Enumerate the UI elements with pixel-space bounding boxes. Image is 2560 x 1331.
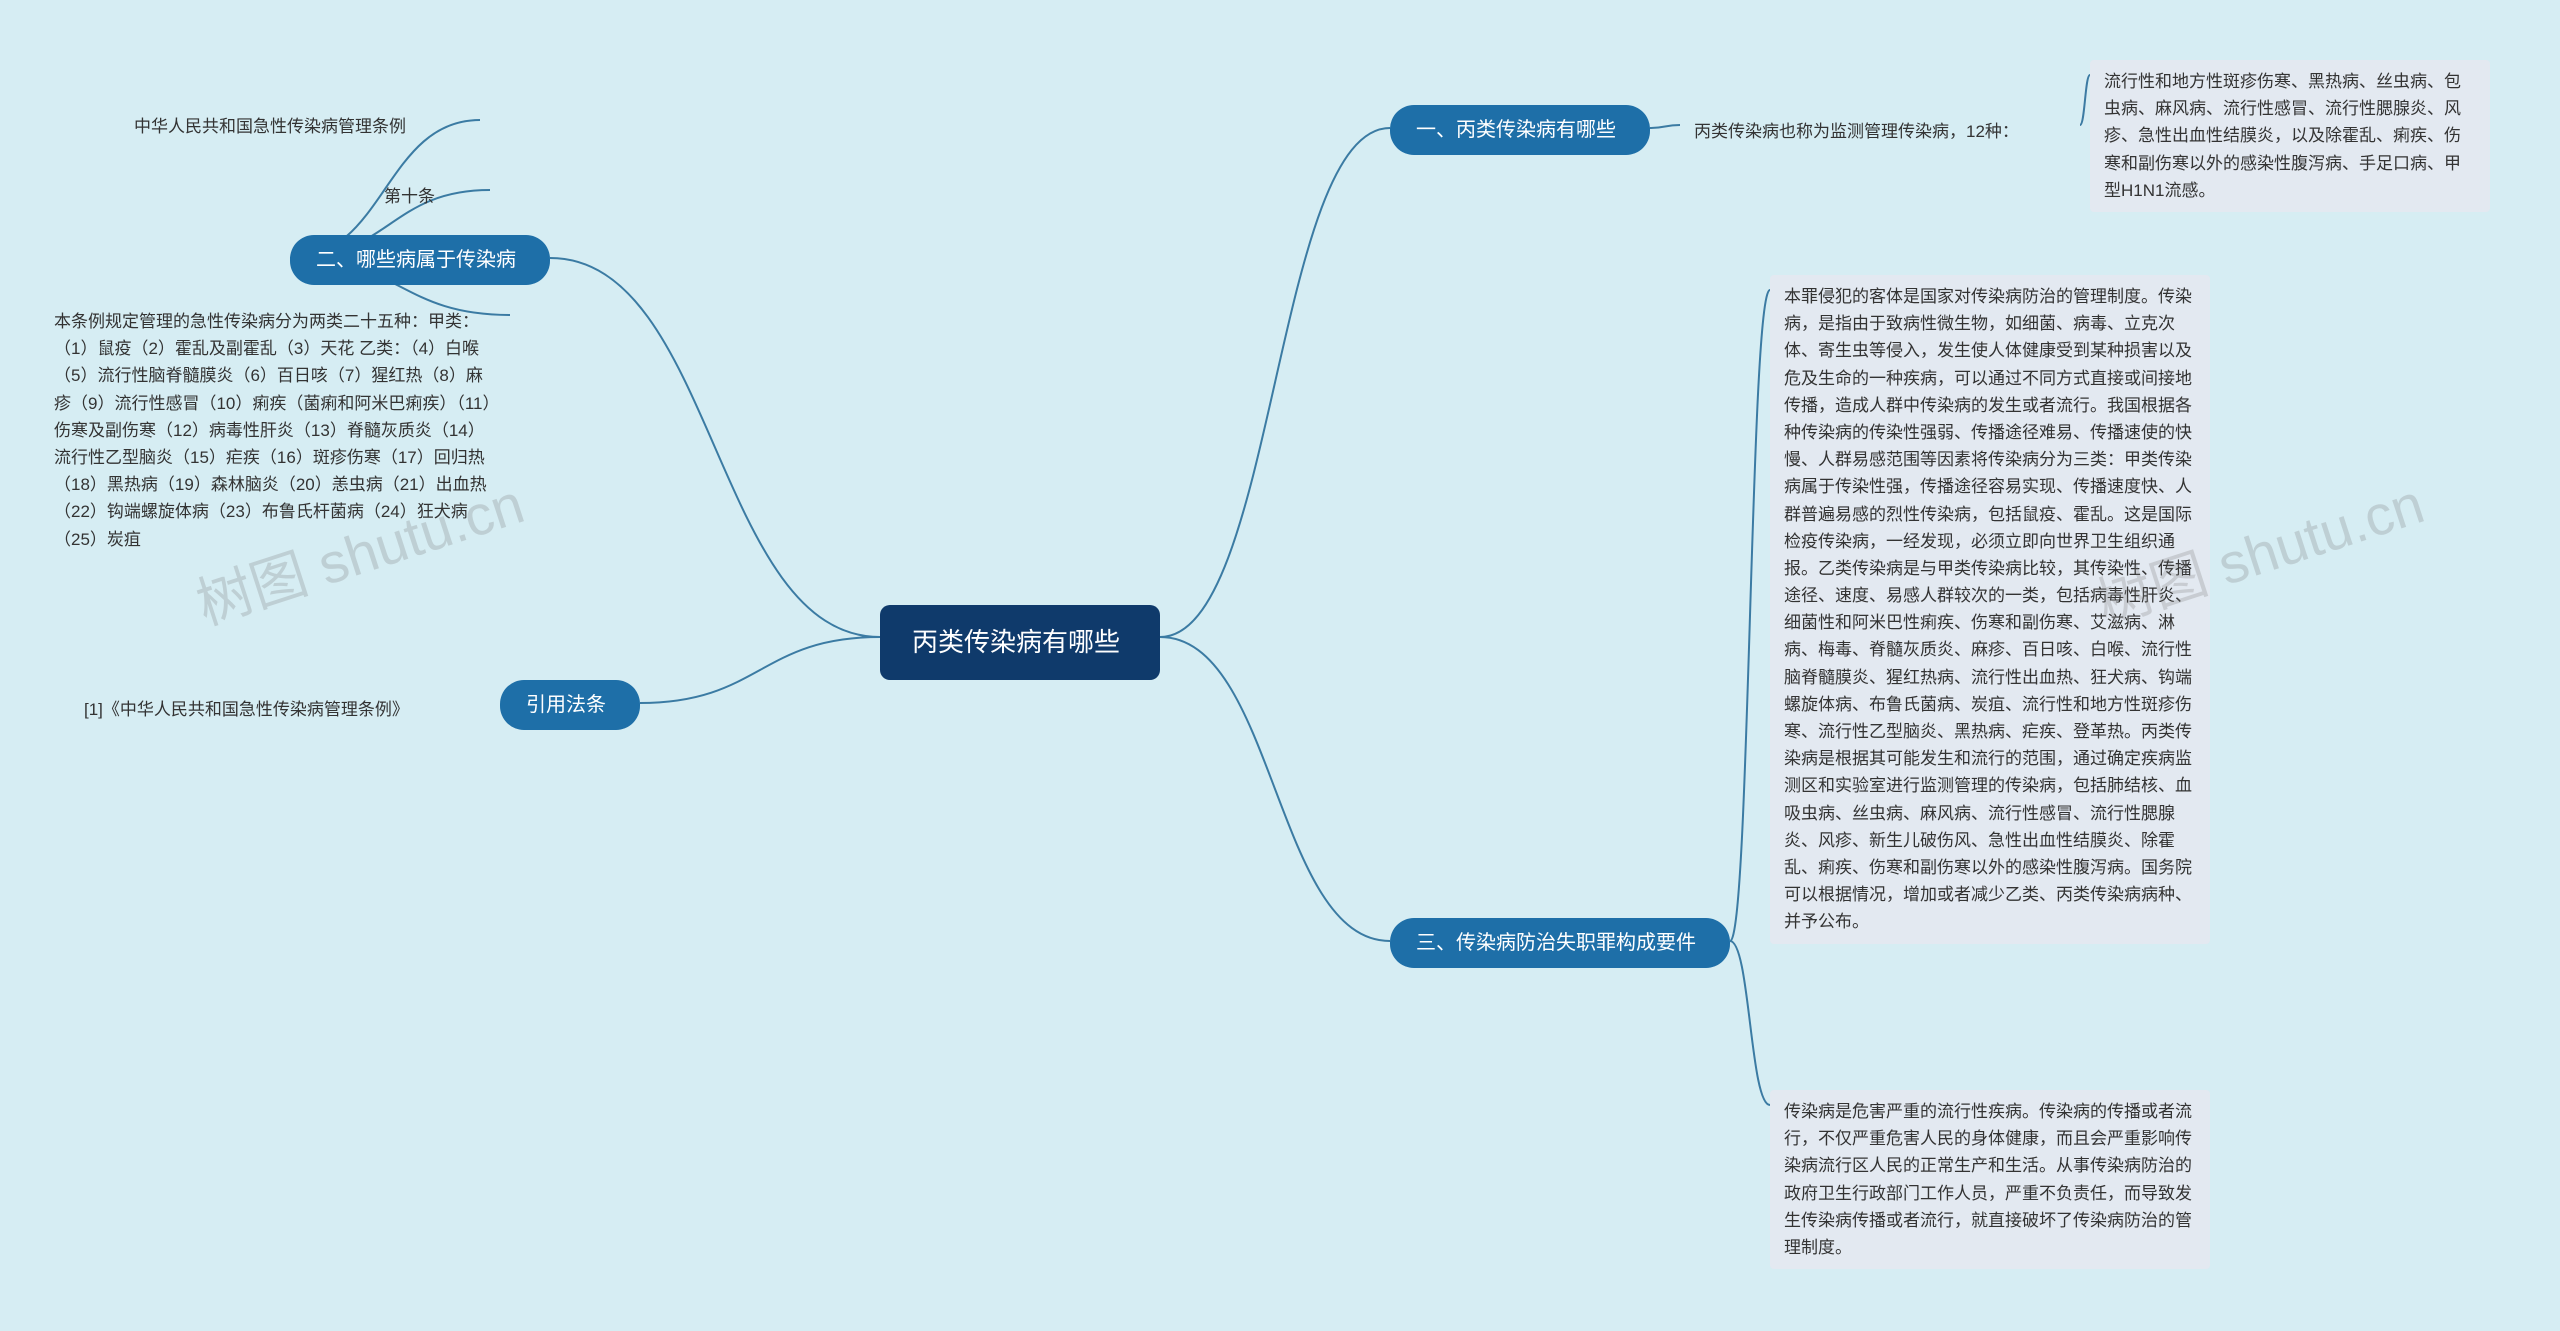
- mindmap-leaf-node: 丙类传染病也称为监测管理传染病，12种：: [1680, 110, 2080, 153]
- mindmap-branch-node[interactable]: 三、传染病防治失职罪构成要件: [1390, 918, 1730, 968]
- mindmap-center-node[interactable]: 丙类传染病有哪些: [880, 605, 1160, 680]
- leaf-text: [1]《中华人民共和国急性传染病管理条例》: [84, 700, 409, 719]
- leaf-text: 本条例规定管理的急性传染病分为两类二十五种：甲类：（1）鼠疫（2）霍乱及副霍乱（…: [54, 312, 491, 549]
- branch-label: 引用法条: [526, 694, 606, 716]
- leaf-text: 本罪侵犯的客体是国家对传染病防治的管理制度。传染病，是指由于致病性微生物，如细菌…: [1784, 287, 2192, 931]
- mindmap-branch-node[interactable]: 引用法条: [500, 680, 640, 730]
- center-label: 丙类传染病有哪些: [912, 627, 1120, 657]
- leaf-text: 流行性和地方性斑疹伤寒、黑热病、丝虫病、包虫病、麻风病、流行性感冒、流行性腮腺炎…: [2104, 72, 2461, 200]
- branch-label: 三、传染病防治失职罪构成要件: [1416, 932, 1696, 954]
- mindmap-leaf-node: [1]《中华人民共和国急性传染病管理条例》: [70, 688, 500, 731]
- branch-label: 一、丙类传染病有哪些: [1416, 119, 1616, 141]
- mindmap-leaf-node: 本罪侵犯的客体是国家对传染病防治的管理制度。传染病，是指由于致病性微生物，如细菌…: [1770, 275, 2210, 944]
- branch-label: 二、哪些病属于传染病: [316, 249, 516, 271]
- leaf-text: 中华人民共和国急性传染病管理条例: [134, 117, 406, 136]
- mindmap-branch-node[interactable]: 二、哪些病属于传染病: [290, 235, 550, 285]
- leaf-text: 传染病是危害严重的流行性疾病。传染病的传播或者流行，不仅严重危害人民的身体健康，…: [1784, 1102, 2192, 1257]
- mindmap-leaf-node: 中华人民共和国急性传染病管理条例: [120, 105, 480, 148]
- leaf-text: 第十条: [384, 187, 435, 206]
- leaf-text: 丙类传染病也称为监测管理传染病，12种：: [1694, 122, 2019, 141]
- mindmap-branch-node[interactable]: 一、丙类传染病有哪些: [1390, 105, 1650, 155]
- mindmap-leaf-node: 流行性和地方性斑疹伤寒、黑热病、丝虫病、包虫病、麻风病、流行性感冒、流行性腮腺炎…: [2090, 60, 2490, 212]
- mindmap-leaf-node: 传染病是危害严重的流行性疾病。传染病的传播或者流行，不仅严重危害人民的身体健康，…: [1770, 1090, 2210, 1269]
- mindmap-leaf-node: 第十条: [370, 175, 490, 218]
- mindmap-leaf-node: 本条例规定管理的急性传染病分为两类二十五种：甲类：（1）鼠疫（2）霍乱及副霍乱（…: [40, 300, 510, 561]
